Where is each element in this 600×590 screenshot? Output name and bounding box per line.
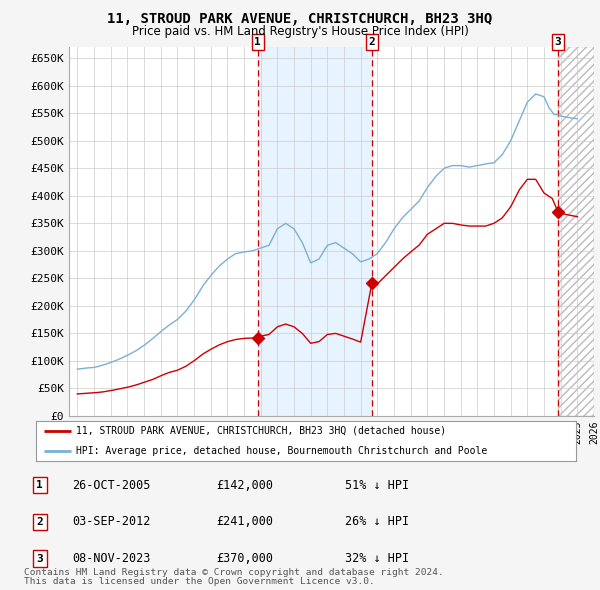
Text: 11, STROUD PARK AVENUE, CHRISTCHURCH, BH23 3HQ: 11, STROUD PARK AVENUE, CHRISTCHURCH, BH… bbox=[107, 12, 493, 26]
Text: £241,000: £241,000 bbox=[216, 515, 273, 529]
Text: 1: 1 bbox=[37, 480, 43, 490]
Text: Contains HM Land Registry data © Crown copyright and database right 2024.: Contains HM Land Registry data © Crown c… bbox=[24, 568, 444, 577]
Text: 26-OCT-2005: 26-OCT-2005 bbox=[72, 478, 151, 491]
Text: 2: 2 bbox=[37, 517, 43, 527]
Text: 3: 3 bbox=[37, 553, 43, 563]
Text: 51% ↓ HPI: 51% ↓ HPI bbox=[346, 478, 410, 491]
Text: 3: 3 bbox=[555, 37, 562, 47]
Text: £142,000: £142,000 bbox=[216, 478, 273, 491]
Text: 32% ↓ HPI: 32% ↓ HPI bbox=[346, 552, 410, 565]
Text: 2: 2 bbox=[368, 37, 375, 47]
Text: 08-NOV-2023: 08-NOV-2023 bbox=[72, 552, 151, 565]
Text: HPI: Average price, detached house, Bournemouth Christchurch and Poole: HPI: Average price, detached house, Bour… bbox=[77, 446, 488, 456]
Text: This data is licensed under the Open Government Licence v3.0.: This data is licensed under the Open Gov… bbox=[24, 577, 375, 586]
Text: 11, STROUD PARK AVENUE, CHRISTCHURCH, BH23 3HQ (detached house): 11, STROUD PARK AVENUE, CHRISTCHURCH, BH… bbox=[77, 426, 446, 436]
Bar bbox=[257, 47, 372, 416]
Text: 1: 1 bbox=[254, 37, 261, 47]
Text: £370,000: £370,000 bbox=[216, 552, 273, 565]
Text: 03-SEP-2012: 03-SEP-2012 bbox=[72, 515, 151, 529]
Text: Price paid vs. HM Land Registry's House Price Index (HPI): Price paid vs. HM Land Registry's House … bbox=[131, 25, 469, 38]
Text: 26% ↓ HPI: 26% ↓ HPI bbox=[346, 515, 410, 529]
